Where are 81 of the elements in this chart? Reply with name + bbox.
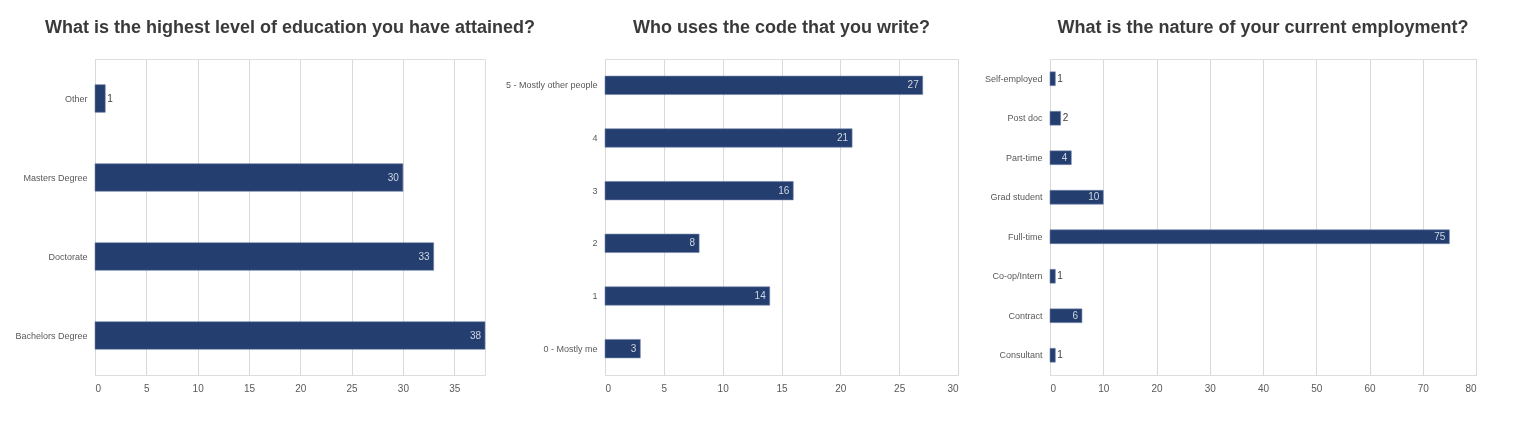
bar — [1049, 190, 1104, 205]
bar — [94, 84, 106, 113]
y-tick-label: Other — [64, 93, 88, 104]
bar — [1049, 308, 1083, 323]
bar — [604, 128, 853, 148]
x-tick-label: 0 — [605, 382, 612, 394]
x-tick-label: 40 — [1257, 382, 1270, 394]
data-label: 27 — [907, 79, 920, 91]
x-tick-label: 15 — [243, 382, 256, 394]
data-label: 1 — [1057, 72, 1064, 84]
data-label: 10 — [1088, 191, 1100, 203]
data-label: 38 — [469, 329, 482, 341]
data-label: 4 — [1061, 151, 1068, 163]
chart-title: Who uses the code that you write? — [632, 17, 931, 37]
x-tick-label: 35 — [449, 382, 461, 394]
data-label: 16 — [778, 184, 790, 196]
x-tick-label: 70 — [1417, 382, 1430, 394]
x-tick-label: 5 — [661, 382, 668, 394]
data-label: 33 — [418, 250, 431, 262]
y-tick-label: 4 — [592, 133, 598, 143]
x-tick-label: 10 — [192, 382, 205, 394]
data-label: 14 — [754, 290, 767, 301]
data-label: 6 — [1072, 309, 1079, 321]
y-tick-label: 2 — [592, 238, 598, 249]
x-tick-label: 0 — [95, 382, 102, 394]
bar — [94, 163, 404, 192]
y-tick-label: Part-time — [1005, 152, 1043, 163]
y-tick-label: Consultant — [999, 350, 1043, 361]
y-tick-label: 1 — [592, 291, 598, 301]
x-tick-label: 60 — [1364, 382, 1376, 394]
y-tick-label: 3 — [592, 185, 598, 196]
y-tick-label: Self-employed — [984, 73, 1043, 84]
bar — [1049, 71, 1056, 86]
chart-title: What is the highest level of education you have attained? — [44, 17, 536, 37]
x-tick-label: 50 — [1311, 382, 1323, 394]
y-tick-label: Masters Degree — [23, 172, 88, 183]
y-tick-label: Co-op/Intern — [992, 271, 1043, 282]
bar — [1049, 150, 1072, 165]
data-label: 2 — [1062, 112, 1069, 124]
x-tick-label: 80 — [1465, 382, 1477, 394]
x-tick-label: 15 — [776, 382, 788, 394]
y-tick-label: Full-time — [1007, 231, 1043, 242]
data-label: 30 — [387, 171, 400, 183]
bar — [1049, 269, 1056, 284]
data-label: 3 — [630, 342, 637, 354]
bar — [1049, 348, 1056, 363]
x-tick-label: 10 — [1098, 382, 1110, 394]
data-label: 1 — [1057, 270, 1064, 282]
x-tick-label: 25 — [894, 382, 906, 394]
bar — [604, 286, 771, 306]
x-tick-label: 20 — [835, 382, 847, 394]
x-tick-label: 5 — [144, 382, 151, 394]
y-tick-label: Doctorate — [48, 251, 88, 262]
bar — [604, 233, 700, 253]
bar — [1049, 111, 1061, 126]
data-label: 21 — [836, 132, 849, 143]
bar — [604, 181, 794, 201]
y-tick-label: Post doc — [1007, 113, 1043, 124]
data-label: 75 — [1434, 230, 1446, 242]
y-tick-label: 0 - Mostly me — [543, 343, 598, 354]
y-tick-label: 5 - Mostly other people — [505, 80, 598, 91]
bar — [604, 75, 923, 95]
x-tick-label: 0 — [1050, 382, 1057, 394]
y-tick-label: Bachelors Degree — [15, 330, 88, 341]
chart-title: What is the nature of your current employment? — [1057, 17, 1469, 37]
x-tick-label: 25 — [346, 382, 359, 394]
bar — [94, 321, 486, 350]
y-tick-label: Grad student — [990, 192, 1043, 203]
x-tick-label: 30 — [397, 382, 410, 394]
x-tick-label: 10 — [717, 382, 730, 394]
bar — [604, 339, 641, 359]
x-tick-label: 30 — [947, 382, 959, 394]
x-tick-label: 20 — [1151, 382, 1163, 394]
bar — [94, 242, 434, 271]
data-label: 1 — [1057, 349, 1064, 361]
y-tick-label: Contract — [1008, 310, 1043, 321]
x-tick-label: 30 — [1204, 382, 1217, 394]
data-label: 1 — [107, 92, 114, 104]
x-tick-label: 20 — [295, 382, 307, 394]
bar — [1049, 229, 1450, 244]
data-label: 8 — [689, 237, 696, 249]
